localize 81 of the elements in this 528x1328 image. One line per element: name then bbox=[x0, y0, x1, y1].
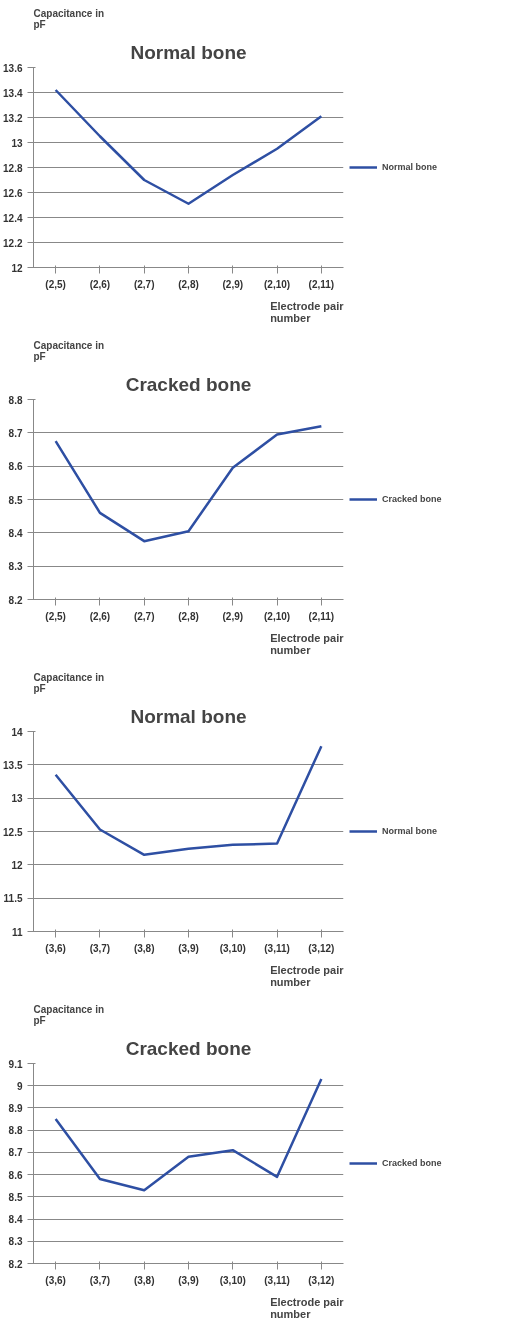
x-tick-label: (2,7) bbox=[133, 610, 155, 622]
y-tick-label: 8.3 bbox=[8, 561, 23, 573]
x-tick-label: (3,12) bbox=[308, 942, 335, 954]
y-axis-title: Capacitance in pF bbox=[33, 671, 105, 694]
x-axis-title: Electrode pair number bbox=[270, 1295, 345, 1320]
y-tick-label: 12.5 bbox=[3, 826, 23, 838]
y-tick-label: 8.7 bbox=[8, 1147, 23, 1159]
y-tick-label: 12 bbox=[11, 262, 23, 274]
y-tick-label: 12.6 bbox=[3, 187, 23, 199]
y-tick-label: 12.8 bbox=[3, 162, 23, 174]
y-tick-label: 11 bbox=[11, 926, 23, 938]
x-tick-label: (2,10) bbox=[264, 278, 291, 290]
x-tick-label: (3,7) bbox=[89, 942, 111, 954]
x-tick-label: (2,6) bbox=[89, 278, 111, 290]
x-tick-label: (2,9) bbox=[222, 278, 244, 290]
x-tick-label: (3,6) bbox=[45, 1274, 66, 1286]
x-tick-label: (2,7) bbox=[133, 278, 155, 290]
x-tick-label: (2,8) bbox=[178, 278, 199, 290]
y-tick-label: 8.4 bbox=[8, 527, 23, 539]
x-tick-label: (3,11) bbox=[264, 1274, 290, 1286]
y-tick-label: 12 bbox=[11, 859, 23, 871]
y-axis-title: Capacitance in pF bbox=[33, 1003, 105, 1026]
y-tick-label: 8.5 bbox=[8, 1191, 23, 1203]
line-series bbox=[54, 1077, 323, 1192]
y-tick-label: 8.9 bbox=[8, 1102, 23, 1114]
y-tick-label: 8.3 bbox=[8, 1236, 23, 1248]
x-tick-label: (2,8) bbox=[178, 610, 199, 622]
y-tick-label: 8.5 bbox=[8, 494, 23, 506]
chart-title: Normal bone bbox=[130, 41, 247, 63]
x-tick-label: (3,9) bbox=[178, 1274, 199, 1286]
y-tick-label: 13.6 bbox=[3, 62, 23, 74]
legend-label: Normal bone bbox=[382, 826, 438, 836]
y-tick-label: 8.6 bbox=[8, 1169, 23, 1181]
x-tick-label: (3,10) bbox=[219, 1274, 246, 1286]
y-tick-label: 8.8 bbox=[8, 394, 23, 406]
y-tick-label: 8.8 bbox=[8, 1125, 23, 1137]
x-tick-label: (2,5) bbox=[45, 610, 66, 622]
x-tick-label: (3,10) bbox=[219, 942, 246, 954]
x-axis-title: Electrode pair number bbox=[270, 631, 345, 656]
legend-label: Cracked bone bbox=[382, 494, 442, 504]
chart-title: Cracked bone bbox=[125, 373, 252, 395]
y-tick-label: 8.7 bbox=[8, 427, 23, 439]
x-tick-label: (3,12) bbox=[308, 1274, 335, 1286]
chart-title: Cracked bone bbox=[125, 1037, 252, 1059]
x-tick-label: (2,6) bbox=[89, 610, 111, 622]
y-tick-label: 12.2 bbox=[3, 237, 23, 249]
y-tick-label: 8.6 bbox=[8, 461, 23, 473]
line-series bbox=[54, 424, 323, 543]
y-tick-label: 13.5 bbox=[3, 759, 23, 771]
y-tick-label: 11.5 bbox=[3, 893, 23, 905]
x-tick-label: (2,9) bbox=[222, 610, 244, 622]
x-tick-label: (2,5) bbox=[45, 278, 66, 290]
y-tick-label: 13 bbox=[11, 137, 23, 149]
x-tick-label: (3,9) bbox=[178, 942, 199, 954]
y-tick-label: 8.4 bbox=[8, 1214, 23, 1226]
chart-title: Normal bone bbox=[130, 705, 247, 727]
y-tick-label: 9 bbox=[16, 1080, 23, 1092]
x-tick-label: (2,10) bbox=[264, 610, 291, 622]
x-tick-label: (3,8) bbox=[133, 1274, 155, 1286]
x-tick-label: (3,8) bbox=[133, 942, 155, 954]
x-tick-label: (3,11) bbox=[264, 942, 290, 954]
x-tick-label: (3,7) bbox=[89, 1274, 111, 1286]
x-tick-label: (3,6) bbox=[45, 942, 66, 954]
y-tick-label: 13 bbox=[11, 793, 23, 805]
y-tick-label: 13.2 bbox=[3, 112, 23, 124]
x-tick-label: (2,11) bbox=[308, 610, 335, 622]
y-tick-label: 14 bbox=[11, 726, 23, 738]
y-tick-label: 8.2 bbox=[8, 594, 23, 606]
y-tick-label: 8.2 bbox=[8, 1258, 23, 1270]
y-axis-title: Capacitance in pF bbox=[33, 339, 105, 362]
y-tick-label: 12.4 bbox=[3, 212, 23, 224]
line-series bbox=[54, 744, 323, 857]
y-tick-label: 13.4 bbox=[3, 87, 23, 99]
x-axis-title: Electrode pair number bbox=[270, 963, 345, 988]
x-tick-label: (2,11) bbox=[308, 278, 335, 290]
y-tick-label: 9.1 bbox=[8, 1058, 23, 1070]
legend-label: Cracked bone bbox=[382, 1158, 442, 1168]
x-axis-title: Electrode pair number bbox=[270, 299, 345, 324]
legend-label: Normal bone bbox=[382, 162, 438, 172]
line-series bbox=[54, 88, 323, 205]
y-axis-title: Capacitance in pF bbox=[33, 7, 105, 30]
